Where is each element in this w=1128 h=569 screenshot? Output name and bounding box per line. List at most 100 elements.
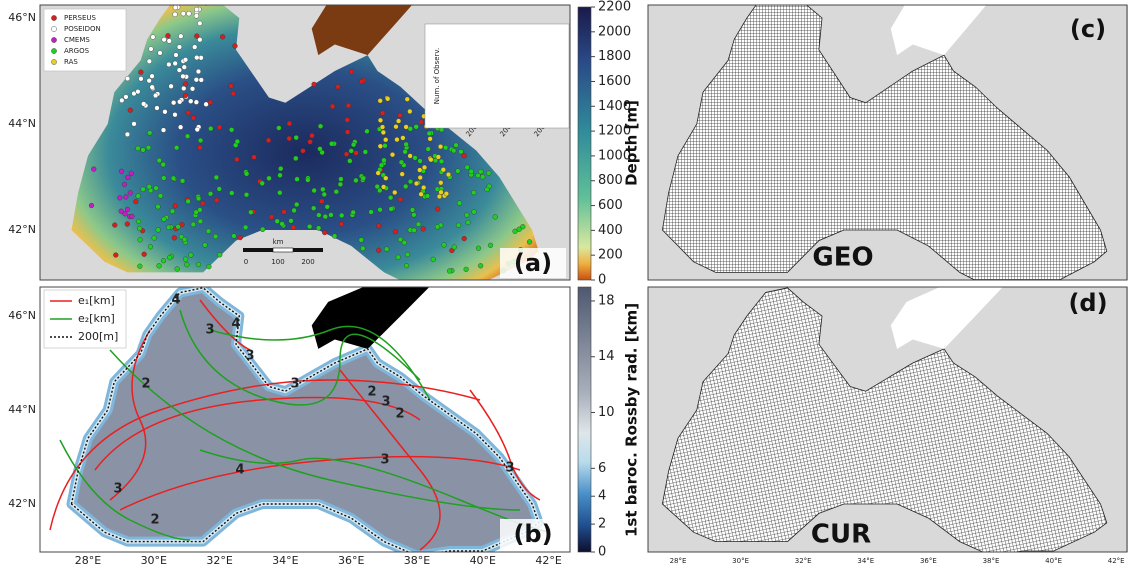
colorbar-tick-label: 1200 bbox=[598, 124, 631, 139]
scale-tick: 200 bbox=[301, 258, 314, 266]
observation bbox=[428, 157, 434, 163]
observation bbox=[118, 208, 124, 214]
contour-label: 3 bbox=[113, 482, 122, 497]
observation bbox=[167, 255, 173, 261]
observation bbox=[195, 68, 202, 75]
lat-tick-label: 44°N bbox=[8, 117, 36, 130]
observation bbox=[359, 78, 365, 85]
contour-label: 4 bbox=[231, 317, 240, 332]
observation bbox=[140, 147, 146, 153]
observation bbox=[455, 168, 461, 174]
observation bbox=[124, 221, 130, 227]
contour-label: 4 bbox=[171, 293, 180, 308]
lon-tick-label: 36°E bbox=[338, 554, 364, 567]
legend-label: PERSEUS bbox=[64, 14, 96, 22]
observation bbox=[200, 200, 206, 206]
label-bg bbox=[500, 248, 566, 278]
observation bbox=[480, 174, 486, 180]
observation bbox=[146, 184, 152, 190]
contour-e1 bbox=[94, 396, 421, 471]
observation bbox=[124, 75, 131, 82]
panel-label: (c) bbox=[1070, 15, 1106, 43]
observation bbox=[276, 125, 282, 131]
observation bbox=[150, 34, 156, 40]
observation bbox=[172, 112, 178, 118]
colorbar-tick-label: 14 bbox=[598, 349, 615, 364]
observation bbox=[335, 84, 341, 90]
observation bbox=[360, 175, 366, 181]
panel-d bbox=[648, 287, 1128, 552]
contour-e1 bbox=[109, 329, 151, 501]
observation bbox=[393, 124, 399, 130]
contour-e2 bbox=[209, 325, 431, 401]
observation bbox=[166, 224, 172, 230]
contour-label: 2 bbox=[150, 513, 159, 528]
observation bbox=[190, 115, 197, 121]
colorbar bbox=[577, 286, 592, 553]
observation bbox=[471, 209, 477, 215]
observation bbox=[377, 98, 383, 104]
lat-tick-label: 44°N bbox=[8, 403, 36, 416]
observation bbox=[149, 73, 155, 79]
observation bbox=[424, 193, 431, 199]
legend-label: RAS bbox=[64, 58, 78, 66]
observation bbox=[181, 236, 188, 243]
observation bbox=[162, 109, 168, 115]
observation bbox=[174, 145, 180, 151]
observation bbox=[237, 235, 243, 241]
observation bbox=[309, 133, 315, 139]
observation bbox=[478, 263, 484, 269]
observation bbox=[230, 91, 236, 97]
contour-e1 bbox=[199, 299, 251, 351]
observation bbox=[397, 196, 404, 202]
observation bbox=[337, 181, 343, 187]
observation bbox=[475, 172, 481, 179]
observation bbox=[464, 164, 470, 170]
observation bbox=[368, 209, 374, 215]
legend-label: ARGOS bbox=[64, 47, 90, 55]
observation bbox=[343, 151, 350, 157]
observation bbox=[192, 44, 198, 50]
observation bbox=[411, 212, 417, 218]
lon-tick-label: 32°E bbox=[206, 554, 232, 567]
observation bbox=[206, 264, 212, 270]
observation bbox=[157, 50, 163, 56]
observation bbox=[243, 224, 249, 230]
observation bbox=[125, 174, 131, 181]
observation bbox=[475, 245, 482, 251]
observation bbox=[383, 137, 389, 143]
observation bbox=[407, 108, 413, 115]
observation bbox=[91, 166, 97, 172]
legend-label: CMEMS bbox=[64, 36, 90, 44]
observation bbox=[193, 77, 199, 83]
observation bbox=[229, 127, 235, 133]
colorbar-label: Depth [m] bbox=[623, 100, 641, 186]
observation bbox=[135, 193, 141, 199]
observation bbox=[212, 233, 219, 240]
observation bbox=[413, 124, 419, 130]
observation bbox=[360, 245, 366, 252]
observation bbox=[353, 177, 359, 184]
observation bbox=[426, 130, 432, 137]
observation bbox=[307, 224, 313, 230]
observation bbox=[397, 236, 404, 243]
observation bbox=[168, 83, 174, 89]
observation bbox=[377, 207, 383, 213]
contour-label: 3 bbox=[381, 395, 390, 410]
observation bbox=[266, 175, 272, 181]
observation bbox=[138, 76, 144, 82]
observation bbox=[259, 180, 265, 186]
scale-unit: km bbox=[273, 238, 284, 246]
observation bbox=[181, 85, 187, 92]
observation bbox=[274, 218, 280, 224]
observation bbox=[260, 226, 266, 232]
observation bbox=[248, 209, 254, 215]
observation bbox=[207, 191, 214, 197]
observation bbox=[409, 207, 416, 213]
observation bbox=[169, 208, 176, 214]
observation bbox=[151, 235, 157, 241]
lat-tick-label: 42°N bbox=[8, 497, 36, 510]
observation bbox=[412, 155, 418, 161]
observation bbox=[333, 189, 339, 195]
observation bbox=[176, 44, 183, 50]
